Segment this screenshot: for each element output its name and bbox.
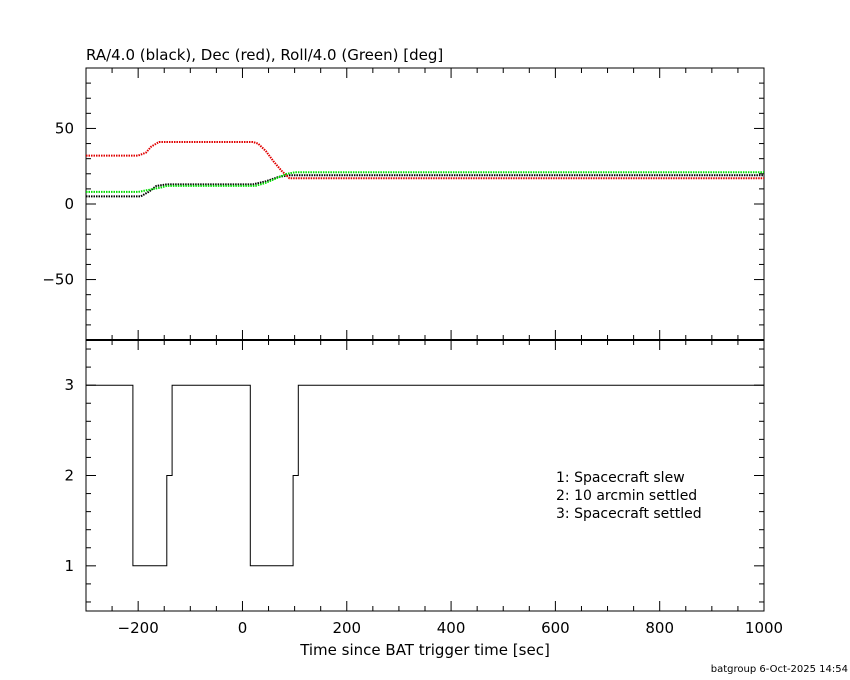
bottom-y-tick-labels: 1 2 3 [64,376,74,575]
legend-entry: 3: Spacecraft settled [556,506,702,522]
top-panel-series [86,141,764,198]
bottom-panel-series [86,384,764,567]
y-tick-label: 3 [64,376,74,394]
y-tick-label: 1 [64,557,74,575]
chart-title: RA/4.0 (black), Dec (red), Roll/4.0 (Gre… [86,46,443,64]
y-tick-label: 2 [64,467,74,485]
x-axis-label: Time since BAT trigger time [sec] [299,641,550,659]
x-tick-label: 0 [238,619,248,637]
series-line-0 [86,174,764,198]
bottom-panel: 1 2 3 −200 0 200 400 600 800 1000 1: Spacecraft … [64,339,784,637]
legend-entry: 1: Spacecraft slew [556,470,685,486]
x-tick-label: 1000 [745,619,783,637]
status-step-line [86,384,764,567]
x-tick-label: 200 [332,619,361,637]
x-tick-label: 600 [541,619,570,637]
top-y-tick-labels: −50 0 50 [42,119,74,288]
x-tick-label: −200 [118,619,159,637]
bottom-panel-ticks [85,340,765,611]
y-tick-label: 0 [64,195,74,213]
x-tick-label: 400 [437,619,466,637]
x-tick-labels: −200 0 200 400 600 800 1000 [118,619,784,637]
legend: 1: Spacecraft slew 2: 10 arcmin settled 3:… [556,470,702,522]
footer-stamp: batgroup 6-Oct-2025 14:54 [711,664,848,675]
legend-entry: 2: 10 arcmin settled [556,488,697,504]
x-tick-label: 800 [645,619,674,637]
series-line-2 [86,171,764,193]
y-tick-label: 50 [55,119,74,137]
y-tick-label: −50 [42,271,74,289]
